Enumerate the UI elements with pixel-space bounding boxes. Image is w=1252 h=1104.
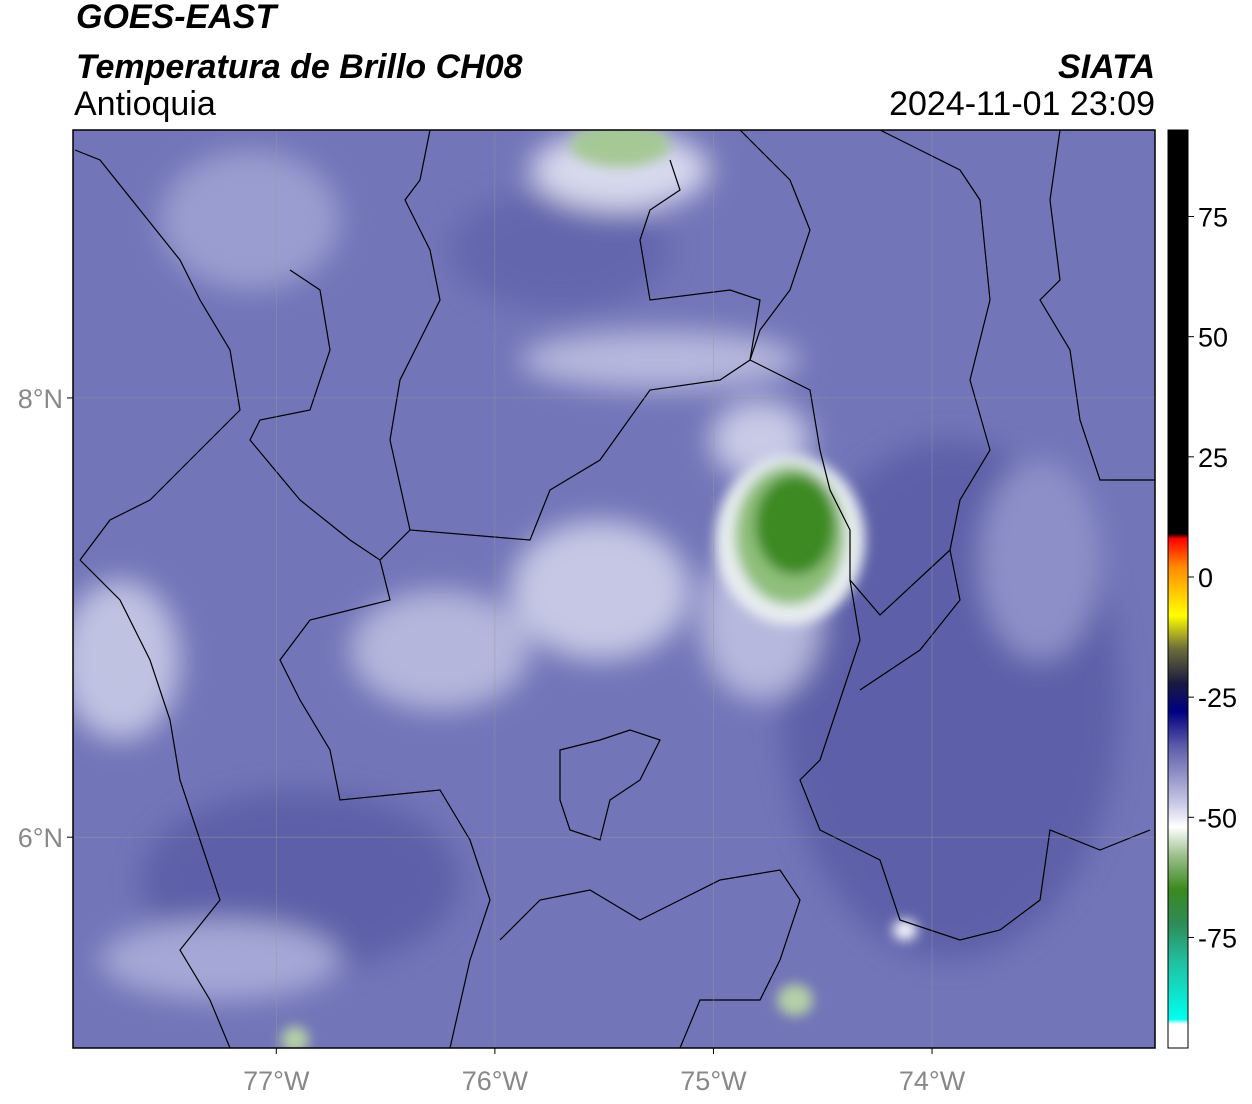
colorbar-tick-label: -50 [1198,803,1237,833]
x-tick-label: 75°W [680,1066,747,1096]
y-tick-label: 6°N [18,823,63,853]
subtitle: Temperatura de Brillo CH08 [76,48,523,86]
x-tick-label: 76°W [462,1066,529,1096]
borders [74,130,1155,1048]
colorbar [1167,129,1189,1049]
colorbar-tick-label: 75 [1198,203,1228,233]
colorbar-tick-label: 50 [1198,323,1228,353]
colorbar-tick-label: 25 [1198,443,1228,473]
title: GOES-EAST [76,0,279,36]
map-frame [72,129,1156,1049]
map-image [73,130,1155,1048]
y-tick-label: 8°N [18,384,63,414]
source: SIATA [1058,48,1155,86]
x-tick-label: 74°W [899,1066,966,1096]
colorbar-tick-label: 0 [1198,563,1213,593]
cold-core [281,130,917,1048]
cloud-field [73,130,1120,1000]
colorbar-tick-label: -75 [1198,923,1237,953]
timestamp: 2024-11-01 23:09 [889,85,1155,123]
x-tick-label: 77°W [243,1066,310,1096]
region: Antioquia [74,85,216,123]
colorbar-tick-label: -25 [1198,683,1237,713]
grid [73,130,1155,1048]
